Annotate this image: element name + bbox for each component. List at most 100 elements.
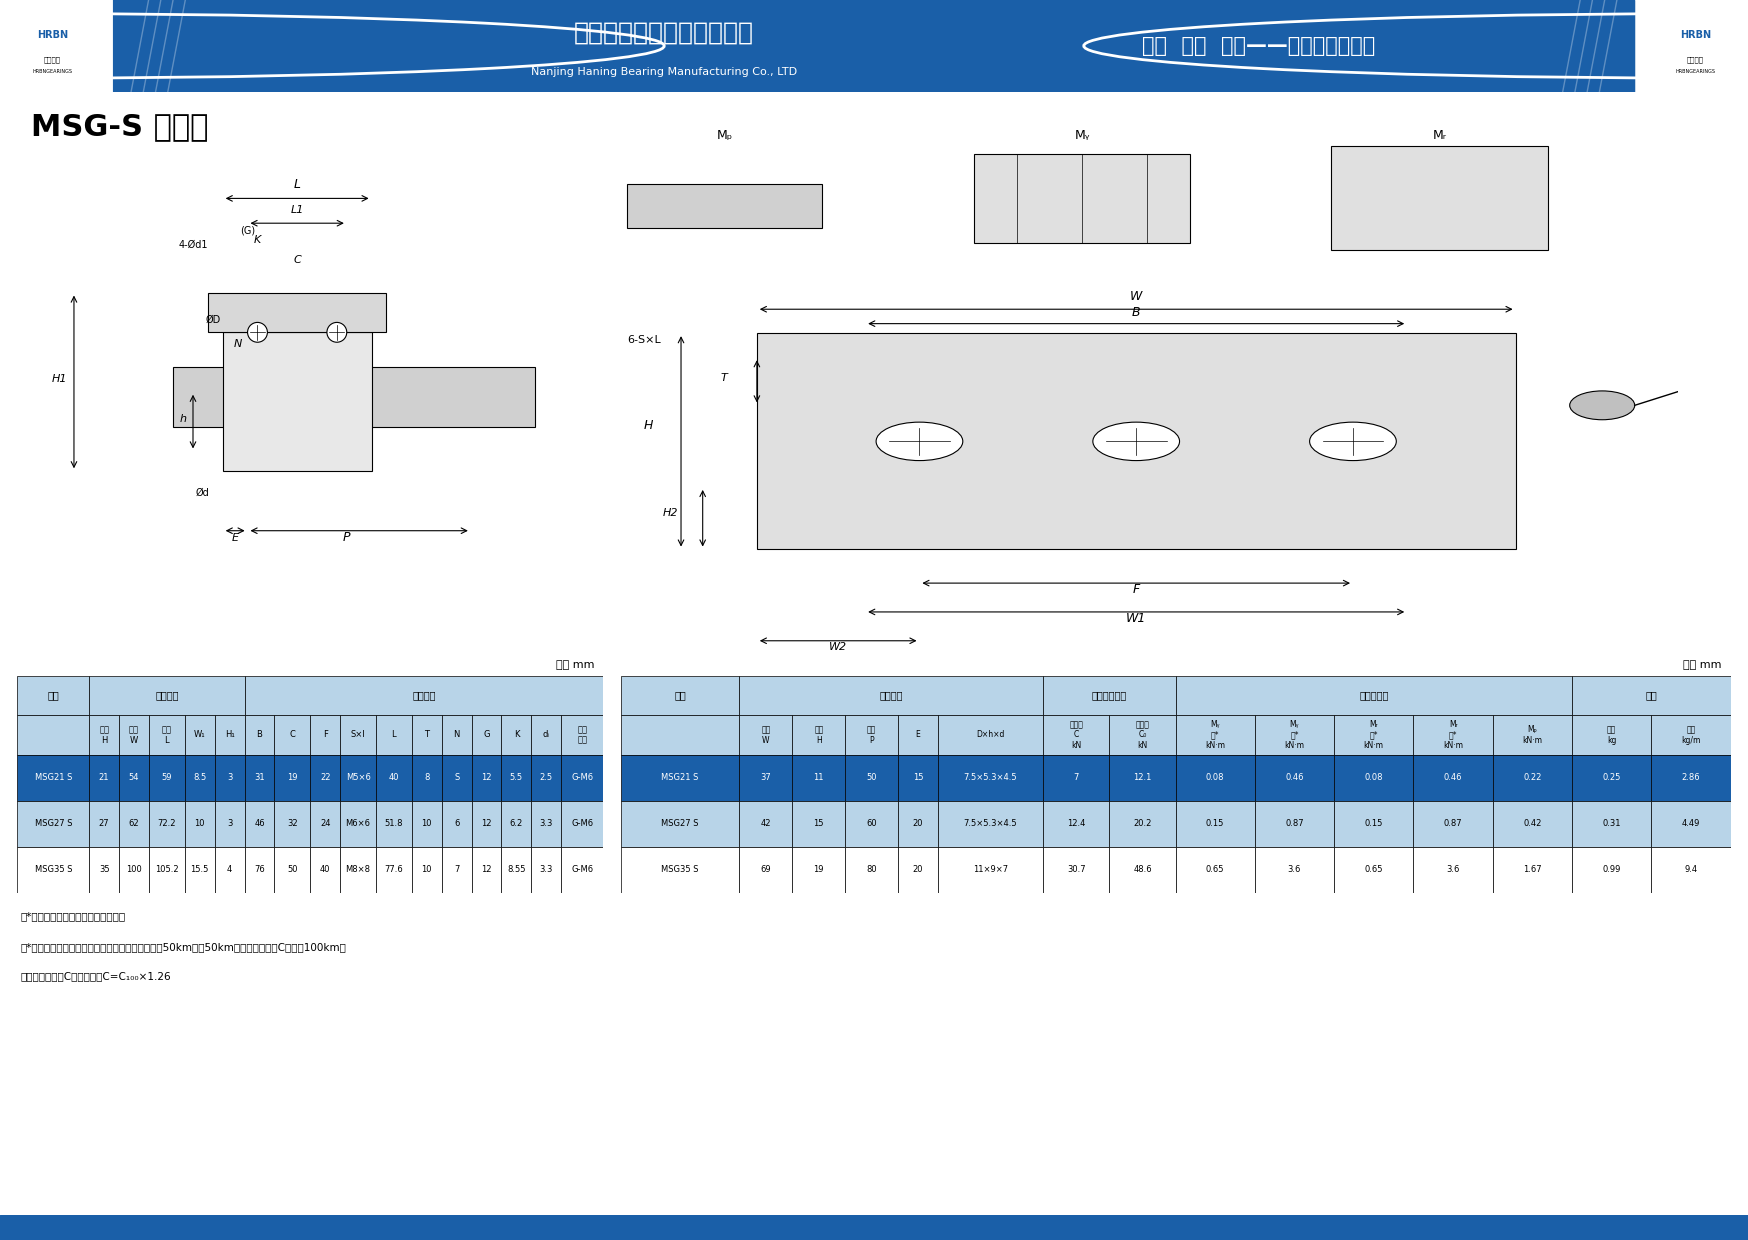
Text: 注*滚珠型线性导轨基本额定负荷的额定疲劳寿命为50km，将50km的额定疲劳寿命C换算成100km的: 注*滚珠型线性导轨基本额定负荷的额定疲劳寿命为50km，将50km的额定疲劳寿命… <box>21 942 346 952</box>
Text: 4.49: 4.49 <box>1682 820 1701 828</box>
Bar <box>185 715 215 755</box>
Text: 0.46: 0.46 <box>1285 774 1304 782</box>
Text: 31: 31 <box>253 774 264 782</box>
Text: K: K <box>253 236 260 246</box>
Text: 6: 6 <box>454 820 460 828</box>
Bar <box>1493 715 1571 755</box>
Text: 单位 mm: 单位 mm <box>1683 660 1722 670</box>
Bar <box>245 715 274 755</box>
Bar <box>311 847 341 893</box>
Bar <box>89 801 119 847</box>
Bar <box>17 847 89 893</box>
Bar <box>208 293 386 332</box>
Bar <box>119 801 149 847</box>
Text: W2: W2 <box>829 642 848 652</box>
Bar <box>898 715 937 755</box>
Text: 7: 7 <box>454 866 460 874</box>
Bar <box>1334 847 1414 893</box>
Text: 0.46: 0.46 <box>1444 774 1463 782</box>
Bar <box>149 801 185 847</box>
Text: 7.5×5.3×4.5: 7.5×5.3×4.5 <box>963 820 1017 828</box>
Text: 3: 3 <box>227 820 232 828</box>
Bar <box>1571 847 1652 893</box>
Text: 0.31: 0.31 <box>1603 820 1620 828</box>
Bar <box>149 715 185 755</box>
Bar <box>311 755 341 801</box>
Bar <box>185 847 215 893</box>
Text: 0.42: 0.42 <box>1523 820 1542 828</box>
Text: 动负荷
C
kN: 动负荷 C kN <box>1070 720 1084 750</box>
Bar <box>1044 715 1110 755</box>
Text: 3.3: 3.3 <box>540 820 552 828</box>
Bar <box>792 847 846 893</box>
Bar <box>531 847 561 893</box>
Text: 6-S×L: 6-S×L <box>628 335 661 345</box>
Bar <box>898 801 937 847</box>
Text: 1.67: 1.67 <box>1523 866 1542 874</box>
Bar <box>502 847 531 893</box>
Text: S: S <box>454 774 460 782</box>
Bar <box>274 755 311 801</box>
Text: 7.5×5.3×4.5: 7.5×5.3×4.5 <box>963 774 1017 782</box>
Bar <box>17 676 89 715</box>
Text: 注*单：单滑块／双：双滑块紧密接触: 注*单：单滑块／双：双滑块紧密接触 <box>21 911 126 921</box>
Bar <box>937 755 1044 801</box>
Bar <box>89 755 119 801</box>
Bar <box>1571 801 1652 847</box>
Text: G-M6: G-M6 <box>572 774 593 782</box>
Text: 0.22: 0.22 <box>1523 774 1542 782</box>
Bar <box>1255 801 1334 847</box>
Bar <box>1571 676 1731 715</box>
Text: 10: 10 <box>194 820 205 828</box>
Text: 11×9×7: 11×9×7 <box>974 866 1009 874</box>
Text: N: N <box>234 340 241 350</box>
Text: 3.3: 3.3 <box>540 866 552 874</box>
Text: Mᵣ: Mᵣ <box>1433 129 1447 141</box>
Bar <box>1175 801 1255 847</box>
Text: 滑轨
kg/m: 滑轨 kg/m <box>1682 725 1701 745</box>
Bar <box>1652 715 1731 755</box>
Text: H2: H2 <box>662 508 678 518</box>
Bar <box>898 847 937 893</box>
Text: L: L <box>294 179 301 191</box>
Text: 诚信  创新  担当——世界因我们而动: 诚信 创新 担当——世界因我们而动 <box>1141 36 1376 56</box>
Bar <box>1044 847 1110 893</box>
Text: 80: 80 <box>867 866 877 874</box>
Bar <box>846 715 898 755</box>
Text: h: h <box>180 414 187 424</box>
Text: Mᵧ
双*
kN·m: Mᵧ 双* kN·m <box>1285 720 1304 750</box>
Bar <box>1334 715 1414 755</box>
Bar <box>1044 801 1110 847</box>
Text: 27: 27 <box>100 820 110 828</box>
Bar <box>245 847 274 893</box>
Bar <box>1571 755 1652 801</box>
Text: 10: 10 <box>421 866 432 874</box>
Text: H₁: H₁ <box>225 730 234 739</box>
Text: Mₚ: Mₚ <box>717 129 732 141</box>
Bar <box>173 367 535 427</box>
Text: 50: 50 <box>287 866 297 874</box>
Text: 0.87: 0.87 <box>1285 820 1304 828</box>
Bar <box>185 755 215 801</box>
Text: 35: 35 <box>100 866 110 874</box>
Text: 12.1: 12.1 <box>1133 774 1152 782</box>
Text: 静负荷
C₀
kN: 静负荷 C₀ kN <box>1136 720 1150 750</box>
Circle shape <box>1570 391 1634 419</box>
Text: 哈宁轴承: 哈宁轴承 <box>44 56 61 63</box>
Text: 0.15: 0.15 <box>1365 820 1383 828</box>
Text: (G): (G) <box>239 226 255 236</box>
Bar <box>1110 847 1175 893</box>
Bar <box>561 847 603 893</box>
Text: 32: 32 <box>287 820 297 828</box>
Bar <box>341 755 376 801</box>
Bar <box>376 801 413 847</box>
Bar <box>442 755 472 801</box>
Text: 12: 12 <box>481 820 491 828</box>
Bar <box>413 755 442 801</box>
Circle shape <box>1309 422 1397 460</box>
Bar <box>937 847 1044 893</box>
Bar <box>1334 801 1414 847</box>
Text: 0.25: 0.25 <box>1603 774 1620 782</box>
Bar <box>1175 715 1255 755</box>
Bar <box>274 715 311 755</box>
